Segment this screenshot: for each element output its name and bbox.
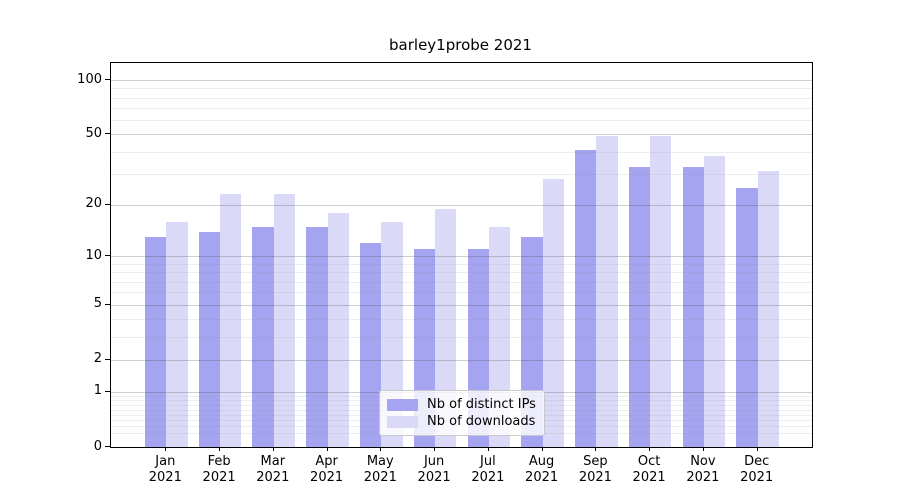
bar-distinct-ips-nov (682, 166, 704, 447)
y-tick-mark (105, 358, 110, 360)
legend-label-downloads: Nb of downloads (427, 414, 536, 429)
gridline-major (111, 134, 812, 136)
gridline-minor (111, 108, 812, 109)
x-tick-mark (272, 447, 274, 451)
gridline-minor (111, 272, 812, 274)
gridline-major (111, 204, 812, 206)
bar-distinct-ips-mar (252, 226, 274, 447)
gridline-minor (111, 319, 812, 320)
gridline-major (111, 80, 812, 81)
y-tick-mark (105, 390, 110, 392)
bar-downloads-jun (435, 208, 457, 447)
x-tick-label-jul: Jul 2021 (471, 454, 505, 485)
bar-downloads-mar (273, 194, 296, 447)
legend-swatch-downloads (387, 415, 418, 428)
y-tick-label-10: 10 (85, 247, 102, 263)
bar-downloads-dec (757, 171, 780, 447)
gridline-minor (111, 151, 812, 153)
plot-area: Nb of distinct IPs Nb of downloads (110, 62, 813, 448)
bar-downloads-aug (542, 179, 564, 447)
gridline-minor (111, 173, 812, 175)
y-tick-label-2: 2 (93, 351, 102, 367)
x-tick-mark (165, 447, 167, 451)
x-tick-mark (702, 447, 704, 451)
x-tick-label-oct: Oct 2021 (632, 454, 666, 485)
y-tick-label-1: 1 (93, 383, 102, 399)
x-tick-mark (326, 447, 328, 451)
gridline-minor (111, 120, 812, 122)
x-tick-mark (487, 447, 489, 451)
x-tick-label-jan: Jan 2021 (148, 454, 182, 485)
gridline-major (111, 359, 812, 361)
x-tick-label-aug: Aug 2021 (525, 454, 559, 485)
bar-distinct-ips-dec (736, 187, 758, 447)
chart-title: barley1probe 2021 (389, 36, 532, 54)
y-tick-label-50: 50 (85, 125, 102, 141)
x-tick-label-nov: Nov 2021 (686, 454, 720, 485)
gridline-minor (111, 281, 812, 283)
y-tick-label-20: 20 (85, 196, 102, 212)
bar-distinct-ips-may (359, 243, 382, 447)
y-tick-mark (105, 133, 110, 135)
bar-downloads-nov (703, 155, 726, 447)
x-tick-mark (756, 447, 758, 451)
x-tick-label-dec: Dec 2021 (740, 454, 774, 485)
y-tick-mark (105, 446, 110, 447)
gridline-minor (111, 292, 812, 294)
x-tick-mark (541, 447, 543, 451)
x-tick-label-jun: Jun 2021 (417, 454, 451, 485)
x-tick-label-sep: Sep 2021 (578, 454, 612, 485)
y-tick-label-0: 0 (93, 438, 102, 454)
bar-downloads-jan (166, 221, 188, 447)
y-tick-mark (105, 79, 110, 80)
legend-label-distinct-ips: Nb of distinct IPs (427, 397, 536, 412)
y-tick-label-100: 100 (77, 71, 102, 87)
y-tick-mark (105, 303, 110, 305)
legend-swatch-distinct-ips (387, 398, 418, 411)
legend: Nb of distinct IPs Nb of downloads (379, 390, 545, 436)
bar-distinct-ips-apr (306, 226, 328, 447)
bar-distinct-ips-sep (575, 149, 597, 447)
legend-item-distinct-ips: Nb of distinct IPs (387, 396, 537, 413)
legend-item-downloads: Nb of downloads (387, 413, 537, 430)
bar-distinct-ips-feb (198, 231, 221, 447)
x-tick-mark (649, 447, 651, 451)
x-tick-mark (219, 447, 221, 451)
gridline-major (111, 304, 812, 306)
y-tick-mark (105, 255, 110, 257)
bar-distinct-ips-jan (144, 237, 167, 447)
x-tick-label-mar: Mar 2021 (256, 454, 290, 485)
y-tick-mark (105, 203, 110, 205)
x-tick-label-may: May 2021 (363, 454, 397, 485)
x-tick-mark (434, 447, 436, 451)
x-tick-label-feb: Feb 2021 (202, 454, 236, 485)
y-tick-label-5: 5 (93, 296, 102, 311)
bar-distinct-ips-oct (628, 166, 651, 447)
x-tick-mark (380, 447, 382, 451)
bar-downloads-sep (596, 135, 618, 447)
bar-downloads-feb (220, 194, 242, 447)
bar-downloads-oct (650, 135, 672, 447)
gridline-minor (111, 88, 812, 90)
gridline-minor (111, 263, 812, 265)
gridline-minor (111, 97, 812, 99)
gridline-minor (111, 336, 812, 338)
x-tick-mark (595, 447, 597, 451)
bar-downloads-apr (327, 212, 349, 447)
x-tick-label-apr: Apr 2021 (310, 454, 344, 485)
gridline-major (111, 256, 812, 258)
